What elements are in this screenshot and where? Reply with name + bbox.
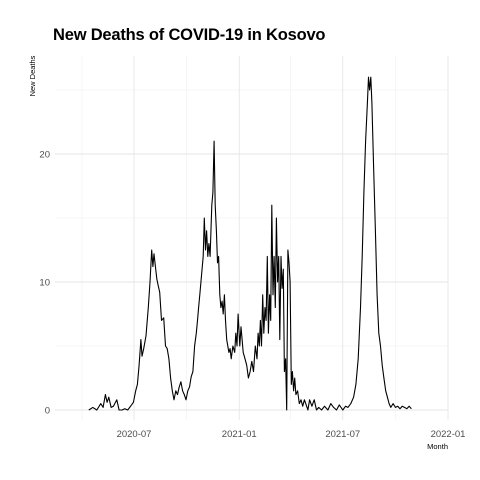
grid [55, 56, 449, 420]
y-axis-title: New Deaths [28, 55, 37, 96]
x-axis-title: Month [427, 442, 448, 451]
x-tick-label: 2022-01 [431, 429, 466, 440]
y-tick-label: 0 [45, 406, 50, 417]
chart-title: New Deaths of COVID-19 in Kosovo [53, 26, 326, 44]
y-tick-label: 10 [39, 278, 50, 289]
x-tick-labels: 2020-07 2021-01 2021-07 2022-01 [117, 429, 466, 440]
x-tick-label: 2021-01 [222, 429, 257, 440]
y-tick-label: 20 [39, 150, 50, 161]
x-tick-label: 2021-07 [325, 429, 360, 440]
y-tick-labels: 0 10 20 [39, 150, 50, 417]
series-line [88, 76, 412, 411]
x-tick-label: 2020-07 [117, 429, 152, 440]
